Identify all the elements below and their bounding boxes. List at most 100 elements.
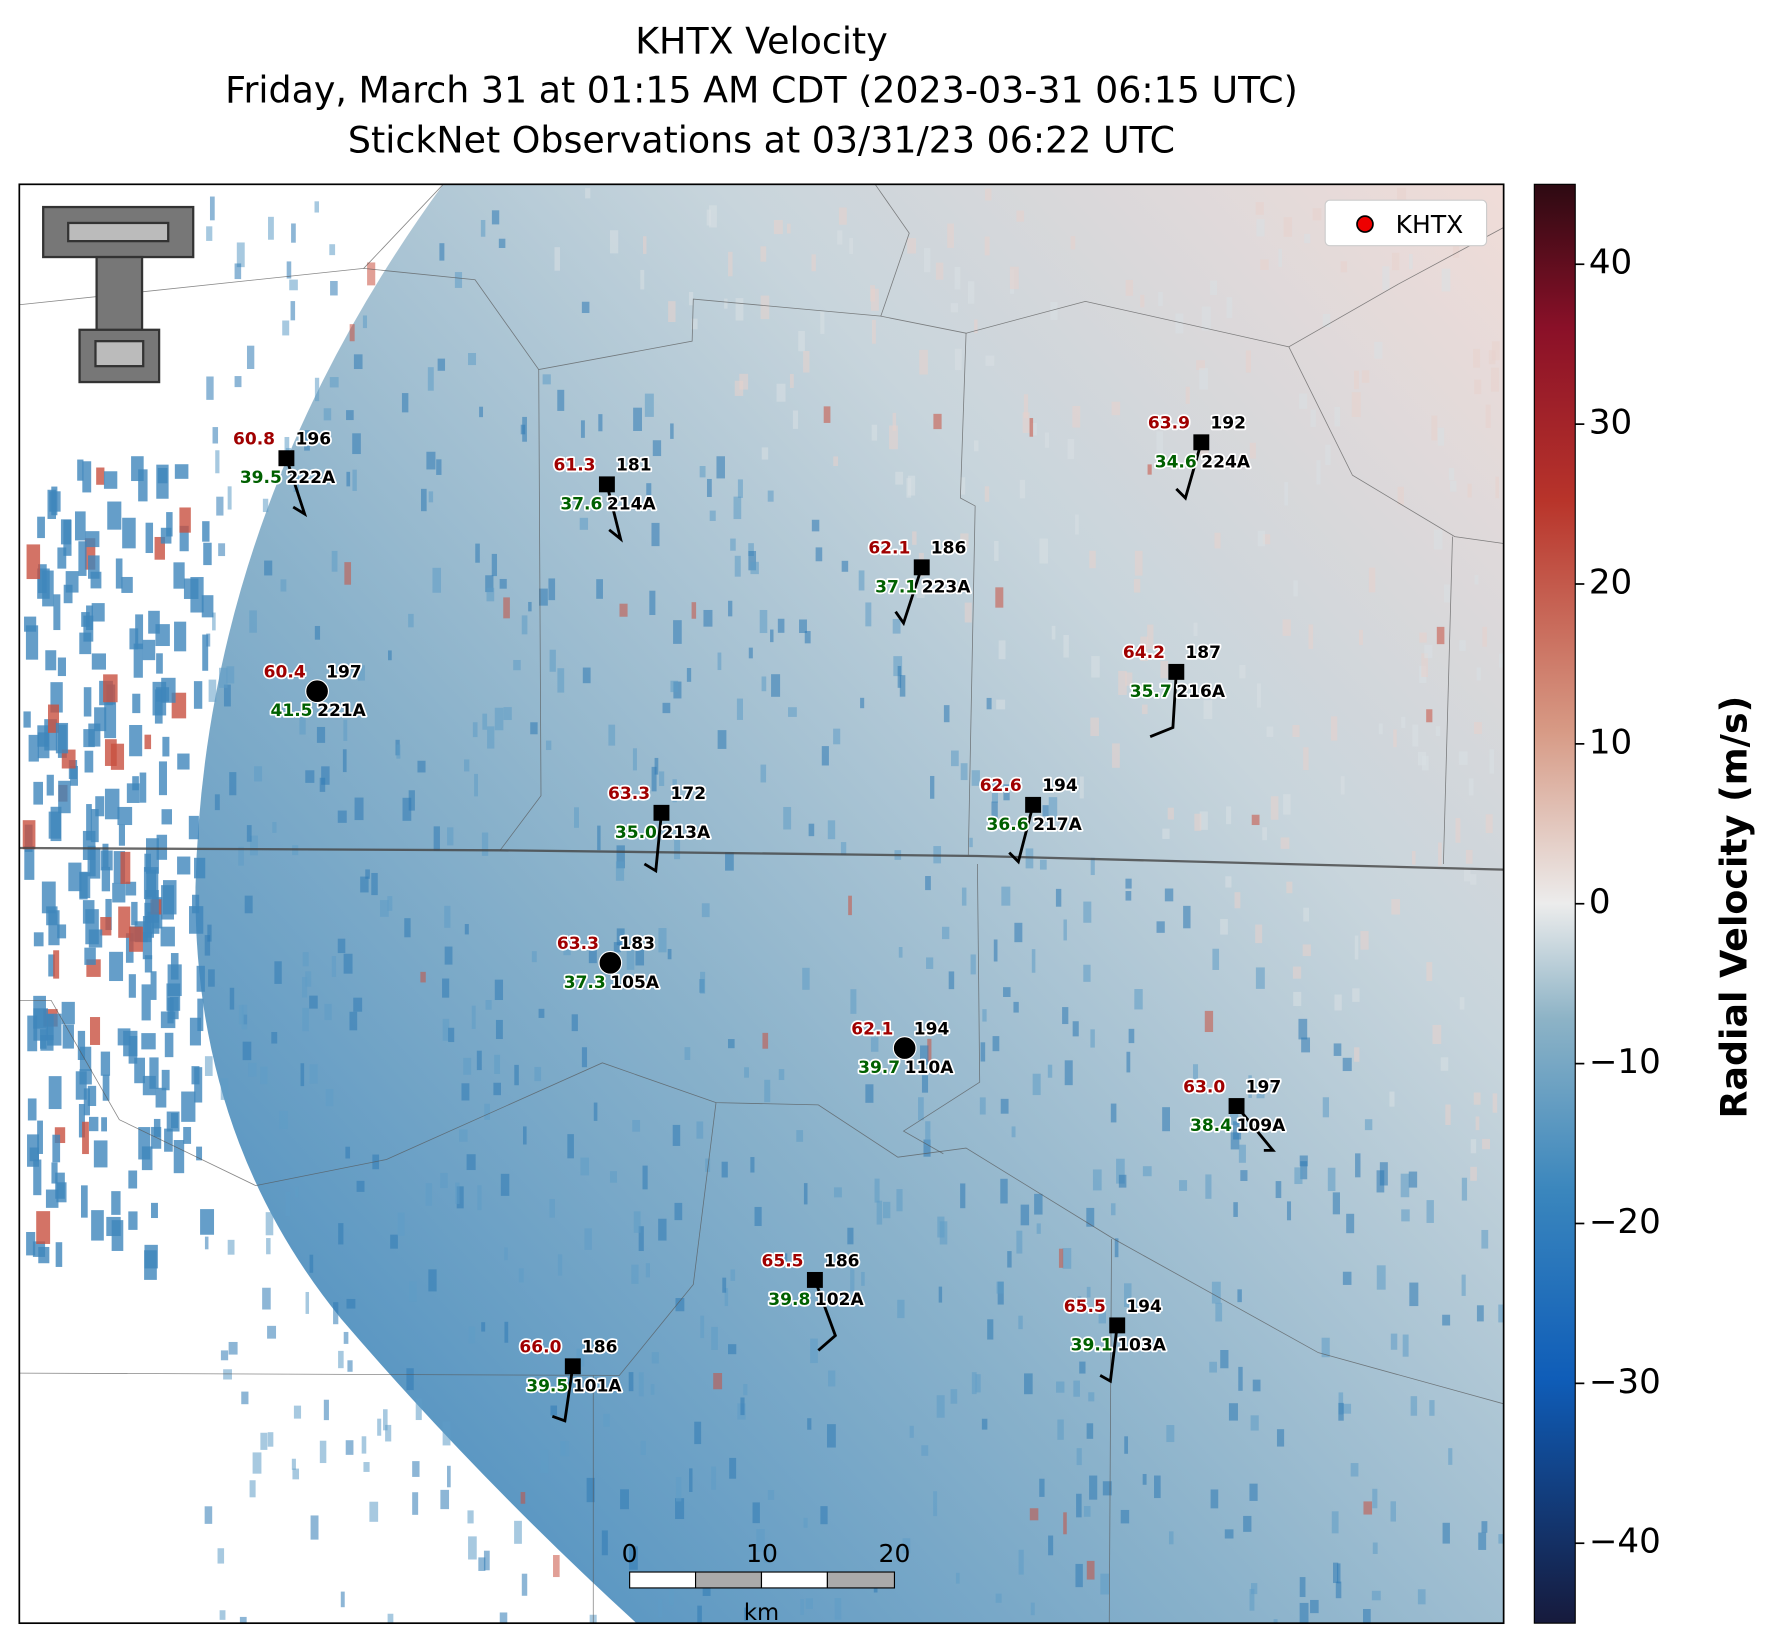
speckle (1352, 988, 1360, 1002)
speckle (377, 1418, 382, 1436)
speckle (1230, 1132, 1240, 1150)
speckle (1114, 1238, 1119, 1258)
speckle (1001, 886, 1011, 906)
speckle (338, 1350, 344, 1369)
scale-bar: 0 10 20 km (622, 1539, 911, 1626)
speckle (128, 926, 143, 952)
speckle (57, 547, 67, 569)
speckle (79, 1046, 92, 1071)
speckle (37, 732, 50, 759)
colorbar-tick-label: 30 (1589, 403, 1632, 443)
speckle (1167, 807, 1174, 820)
speckle (353, 997, 363, 1012)
speckle (379, 900, 389, 917)
station-id: 221A (317, 701, 367, 721)
speckle (651, 522, 660, 547)
speckle (329, 244, 336, 256)
speckle (609, 230, 619, 254)
speckle (1355, 1153, 1361, 1178)
speckle (227, 1239, 235, 1255)
speckle (1301, 1037, 1311, 1053)
speckle (652, 440, 662, 457)
speckle (557, 1254, 563, 1276)
speckle (456, 1186, 464, 1209)
speckle (156, 834, 168, 860)
speckle (75, 1071, 87, 1100)
speckle (716, 456, 725, 479)
speckle (68, 862, 82, 892)
speckle (964, 602, 972, 623)
station-id: 222A (286, 468, 336, 488)
speckle (1111, 401, 1121, 416)
speckle (484, 1103, 490, 1120)
speckle (55, 722, 69, 754)
speckle (633, 1211, 641, 1233)
speckle (504, 1247, 508, 1261)
speckle (1255, 202, 1264, 215)
speckle (162, 736, 170, 757)
speckle (153, 1118, 161, 1137)
speckle (478, 1557, 486, 1571)
speckle (82, 1121, 89, 1155)
speckle (1489, 749, 1494, 774)
legend-marker (1356, 215, 1374, 233)
speckle (921, 1075, 929, 1093)
station-green-value: 39.8 (768, 1290, 810, 1310)
speckle (728, 1344, 737, 1355)
speckle (125, 881, 137, 896)
speckle (249, 835, 258, 856)
station-direction: 186 (824, 1251, 860, 1271)
speckle (960, 763, 968, 781)
speckle (112, 882, 126, 903)
speckle (616, 845, 625, 869)
speckle (440, 1489, 450, 1510)
speckle (954, 266, 961, 290)
speckle (134, 1057, 146, 1084)
speckle (761, 676, 767, 692)
speckle (83, 615, 94, 642)
speckle (128, 1211, 138, 1230)
speckle (129, 724, 143, 757)
speckle (194, 857, 206, 879)
speckle (285, 1191, 291, 1217)
speckle (788, 707, 797, 717)
speckle (1076, 1448, 1082, 1466)
speckle (417, 760, 426, 773)
station-id: 217A (1033, 815, 1083, 835)
speckle (118, 824, 125, 846)
colorbar-tick-label: 10 (1589, 722, 1632, 762)
speckle (188, 815, 199, 840)
speckle (1079, 776, 1084, 799)
speckle (145, 838, 159, 874)
speckle (975, 1374, 981, 1393)
speckle (1233, 1121, 1242, 1140)
speckle (811, 519, 820, 532)
speckle (615, 861, 625, 881)
speckle (691, 602, 697, 619)
speckle (1299, 1602, 1309, 1624)
speckle (1492, 1093, 1498, 1113)
speckle (128, 1170, 138, 1189)
speckle (331, 956, 337, 977)
speckle (725, 852, 734, 871)
speckle (477, 1185, 482, 1211)
speckle (132, 693, 141, 714)
speckle (549, 649, 556, 672)
speckle (1390, 1501, 1396, 1522)
speckle (1322, 1097, 1330, 1118)
speckle (1327, 1167, 1336, 1192)
speckle (117, 806, 133, 826)
station-green-value: 38.4 (1190, 1116, 1232, 1136)
speckle (713, 1373, 723, 1390)
speckle (196, 965, 205, 992)
speckle (1470, 1166, 1477, 1181)
speckle (638, 1226, 644, 1252)
speckle (909, 1425, 914, 1438)
speckle (428, 491, 434, 503)
speckle (387, 896, 393, 911)
speckle (177, 753, 190, 770)
wind-barb (813, 1279, 838, 1352)
speckle (292, 1468, 300, 1480)
speckle (357, 665, 365, 681)
speckle (538, 1008, 545, 1018)
